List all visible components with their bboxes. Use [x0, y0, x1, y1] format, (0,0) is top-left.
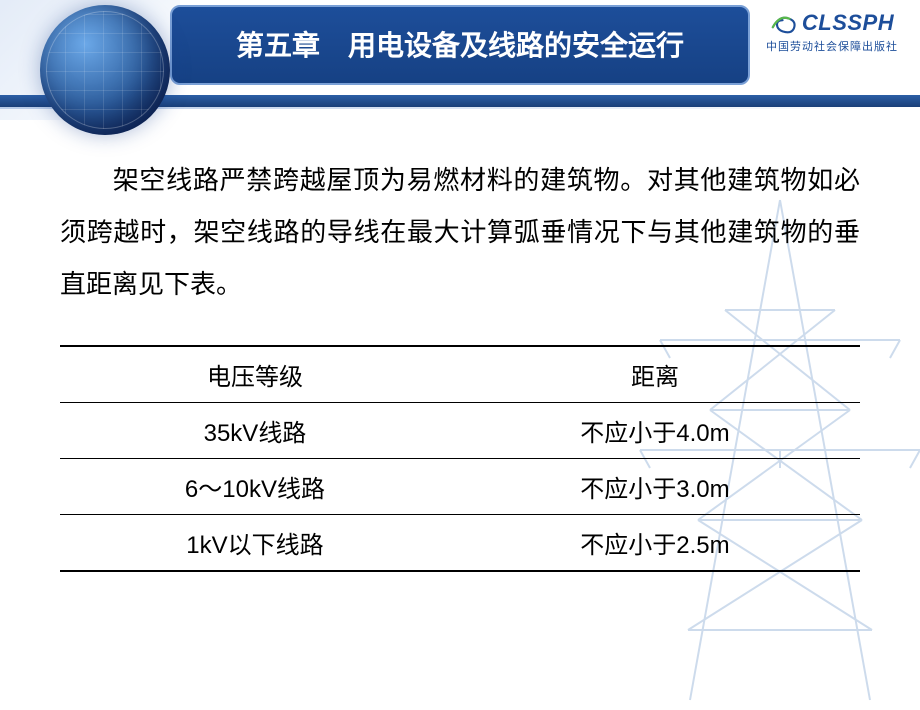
cell-voltage: 1kV以下线路 [60, 515, 450, 572]
logo-swirl-icon [770, 11, 798, 35]
table-row: 6～10kV线路 不应小于3.0m [60, 459, 860, 515]
table-row: 35kV线路 不应小于4.0m [60, 403, 860, 459]
globe-decor [40, 5, 170, 135]
paragraph: 架空线路严禁跨越屋顶为易燃材料的建筑物。对其他建筑物如必须跨越时，架空线路的导线… [60, 155, 860, 311]
logo-subtitle: 中国劳动社会保障出版社 [752, 38, 912, 54]
table-row: 1kV以下线路 不应小于2.5m [60, 515, 860, 572]
paragraph-text: 架空线路严禁跨越屋顶为易燃材料的建筑物。对其他建筑物如必须跨越时，架空线路的导线… [60, 166, 860, 299]
table-header-row: 电压等级 距离 [60, 346, 860, 403]
cell-voltage: 35kV线路 [60, 403, 450, 459]
cell-distance: 不应小于4.0m [450, 403, 860, 459]
cell-voltage: 6～10kV线路 [60, 459, 450, 515]
chapter-title-bar: 第五章 用电设备及线路的安全运行 [170, 5, 750, 85]
cell-distance: 不应小于2.5m [450, 515, 860, 572]
clearance-table: 电压等级 距离 35kV线路 不应小于4.0m 6～10kV线路 不应小于3.0… [60, 345, 860, 572]
logo-text: CLSSPH [802, 10, 894, 36]
col-header-distance: 距离 [450, 346, 860, 403]
col-header-voltage: 电压等级 [60, 346, 450, 403]
publisher-logo: CLSSPH 中国劳动社会保障出版社 [752, 10, 912, 54]
chapter-title: 第五章 用电设备及线路的安全运行 [206, 28, 714, 63]
cell-distance: 不应小于3.0m [450, 459, 860, 515]
